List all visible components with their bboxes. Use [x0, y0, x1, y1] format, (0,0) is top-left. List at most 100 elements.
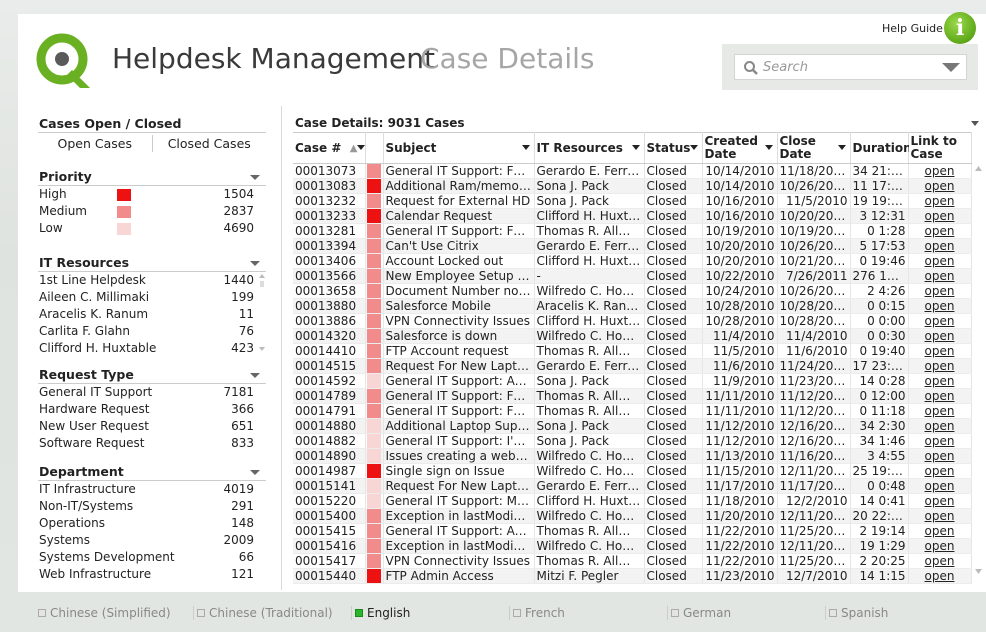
- chevron-down-icon[interactable]: [250, 261, 260, 266]
- table-row[interactable]: 00014890 Issues creating a webex... Wilfre…: [293, 448, 972, 464]
- column-header-link[interactable]: Link to Case: [908, 132, 972, 164]
- language-option[interactable]: Chinese (Simplified): [38, 606, 171, 620]
- language-option[interactable]: Spanish: [825, 606, 888, 620]
- chevron-down-icon[interactable]: [971, 121, 979, 126]
- table-scrollbar[interactable]: [974, 164, 983, 580]
- priority-item-medium[interactable]: Medium 2837: [39, 204, 254, 218]
- open-cases-button[interactable]: Open Cases: [38, 135, 153, 152]
- list-item[interactable]: Clifford H. Huxtable 423: [39, 341, 254, 355]
- priority-item-low[interactable]: Low 4690: [39, 221, 254, 235]
- help-guide-label[interactable]: Help Guide: [882, 22, 943, 35]
- open-case-link[interactable]: open: [908, 358, 972, 374]
- table-row[interactable]: 00013233 Calendar Request Clifford H. Huxt…: [293, 208, 972, 224]
- table-row[interactable]: 00013886 VPN Connectivity Issues Clifford …: [293, 313, 972, 329]
- list-item[interactable]: Systems Development 66: [39, 550, 254, 564]
- table-row[interactable]: 00015220 General IT Support: My I... Cliff…: [293, 493, 972, 509]
- chevron-down-icon[interactable]: [250, 175, 260, 180]
- chevron-down-icon[interactable]: [250, 373, 260, 378]
- language-option[interactable]: German: [667, 606, 731, 620]
- table-row[interactable]: 00014791 General IT Support: FTP... Thomas…: [293, 403, 972, 419]
- table-row[interactable]: 00014320 Salesforce is down Wilfredo C. Ho…: [293, 328, 972, 344]
- open-case-link[interactable]: open: [908, 268, 972, 284]
- info-icon[interactable]: i: [944, 12, 976, 44]
- column-header-duration[interactable]: Duration: [850, 132, 912, 164]
- open-case-link[interactable]: open: [908, 538, 972, 554]
- open-case-link[interactable]: open: [908, 298, 972, 314]
- column-header-created-date[interactable]: Created Date: [702, 132, 778, 164]
- table-row[interactable]: 00015417 VPN Connectivity Issues Thomas R.…: [293, 553, 972, 569]
- column-header-priority[interactable]: [365, 132, 384, 164]
- table-row[interactable]: 00014882 General IT Support: I'm... Sona J…: [293, 433, 972, 449]
- open-case-link[interactable]: open: [908, 343, 972, 359]
- chevron-down-icon[interactable]: [250, 470, 260, 475]
- column-header-subject[interactable]: Subject: [383, 132, 535, 164]
- list-item[interactable]: Aracelis K. Ranum 11: [39, 307, 254, 321]
- open-case-link[interactable]: open: [908, 223, 972, 239]
- table-row[interactable]: 00015415 General IT Support: Acc... Thomas…: [293, 523, 972, 539]
- table-row[interactable]: 00013232 Request for External HD Sona J. P…: [293, 193, 972, 209]
- closed-cases-button[interactable]: Closed Cases: [167, 136, 251, 151]
- chevron-down-icon[interactable]: [689, 145, 698, 150]
- chevron-down-icon[interactable]: [837, 145, 846, 150]
- chevron-down-icon[interactable]: [942, 63, 960, 72]
- open-case-link[interactable]: open: [908, 523, 972, 539]
- open-case-link[interactable]: open: [908, 388, 972, 404]
- table-row[interactable]: 00014880 Additional Laptop Supplies Sona J…: [293, 418, 972, 434]
- table-row[interactable]: 00013281 General IT Support: FTP... Thomas…: [293, 223, 972, 239]
- open-case-link[interactable]: open: [908, 433, 972, 449]
- list-item[interactable]: IT Infrastructure 4019: [39, 482, 254, 496]
- open-case-link[interactable]: open: [908, 208, 972, 224]
- table-row[interactable]: 00014410 FTP Account request Thomas R. All…: [293, 343, 972, 359]
- table-row[interactable]: 00013083 Additional Ram/memory... Sona J. …: [293, 178, 972, 194]
- chevron-down-icon[interactable]: [356, 145, 365, 150]
- open-case-link[interactable]: open: [908, 508, 972, 524]
- language-option[interactable]: English: [351, 606, 410, 620]
- chevron-down-icon[interactable]: [631, 145, 640, 150]
- table-row[interactable]: 00013406 Account Locked out Clifford H. Hu…: [293, 253, 972, 269]
- open-case-link[interactable]: open: [908, 568, 972, 584]
- table-row[interactable]: 00013566 New Employee Setup R... - Closed 10…: [293, 268, 972, 284]
- open-case-link[interactable]: open: [908, 313, 972, 329]
- list-scrollbar[interactable]: [258, 272, 266, 357]
- open-case-link[interactable]: open: [908, 253, 972, 269]
- open-case-link[interactable]: open: [908, 403, 972, 419]
- open-case-link[interactable]: open: [908, 163, 972, 179]
- list-item[interactable]: 1st Line Helpdesk 1440: [39, 273, 254, 287]
- column-header-status[interactable]: Status: [644, 132, 703, 164]
- table-row[interactable]: 00013658 Document Number not c... Wilfredo…: [293, 283, 972, 299]
- table-row[interactable]: 00014789 General IT Support: FTP... Thomas…: [293, 388, 972, 404]
- language-option[interactable]: French: [509, 606, 565, 620]
- list-item[interactable]: General IT Support 7181: [39, 385, 254, 399]
- table-row[interactable]: 00015141 Request For New Laptop Gerardo E.…: [293, 478, 972, 494]
- open-case-link[interactable]: open: [908, 193, 972, 209]
- list-item[interactable]: Hardware Request 366: [39, 402, 254, 416]
- table-row[interactable]: 00014987 Single sign on Issue Wilfredo C. …: [293, 463, 972, 479]
- search-input[interactable]: Search: [734, 54, 967, 80]
- table-row[interactable]: 00013073 General IT Support: FTP... Gerard…: [293, 163, 972, 179]
- open-case-link[interactable]: open: [908, 283, 972, 299]
- chevron-down-icon[interactable]: [764, 145, 773, 150]
- table-row[interactable]: 00013880 Salesforce Mobile Aracelis K. Ran…: [293, 298, 972, 314]
- list-item[interactable]: Systems 2009: [39, 533, 254, 547]
- list-item[interactable]: Non-IT/Systems 291: [39, 499, 254, 513]
- open-case-link[interactable]: open: [908, 328, 972, 344]
- open-case-link[interactable]: open: [908, 553, 972, 569]
- open-case-link[interactable]: open: [908, 373, 972, 389]
- list-item[interactable]: Operations 148: [39, 516, 254, 530]
- list-item[interactable]: New User Request 651: [39, 419, 254, 433]
- open-case-link[interactable]: open: [908, 478, 972, 494]
- column-header-case[interactable]: Case # ▲: [293, 132, 366, 164]
- list-item[interactable]: Web Infrastructure 121: [39, 567, 254, 581]
- column-header-it-resources[interactable]: IT Resources: [534, 132, 645, 164]
- chevron-down-icon[interactable]: [521, 145, 530, 150]
- table-row[interactable]: 00013394 Can't Use Citrix Gerardo E. Ferro…: [293, 238, 972, 254]
- open-case-link[interactable]: open: [908, 448, 972, 464]
- open-case-link[interactable]: open: [908, 463, 972, 479]
- open-case-link[interactable]: open: [908, 493, 972, 509]
- table-row[interactable]: 00014592 General IT Support: Acc... Sona J…: [293, 373, 972, 389]
- table-row[interactable]: 00015416 Exception in lastModifie... Wilfr…: [293, 538, 972, 554]
- priority-item-high[interactable]: High 1504: [39, 187, 254, 201]
- open-case-link[interactable]: open: [908, 418, 972, 434]
- table-row[interactable]: 00015440 FTP Admin Access Mitzi F. Pegler C…: [293, 568, 972, 584]
- language-option[interactable]: Chinese (Traditional): [193, 606, 333, 620]
